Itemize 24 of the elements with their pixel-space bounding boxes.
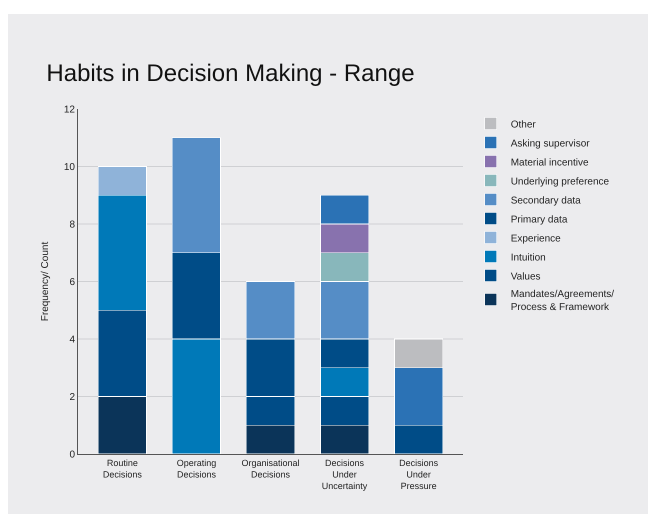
legend-label: Underlying preference bbox=[510, 176, 610, 188]
y-tick-label: 6 bbox=[69, 277, 76, 288]
legend-label: Asking supervisor bbox=[510, 138, 590, 150]
y-axis-title: Frequency/ Count bbox=[40, 242, 51, 322]
legend-label: Intuition bbox=[510, 252, 546, 264]
legend-label: Primary data bbox=[510, 214, 568, 226]
x-tick-label: Organisational Decisions bbox=[241, 458, 300, 480]
legend-label: Values bbox=[510, 271, 541, 282]
y-tick-label: 8 bbox=[69, 220, 76, 230]
chart-title: Habits in Decision Making - Range bbox=[46, 60, 415, 87]
y-tick-label: 10 bbox=[64, 162, 76, 173]
x-tick-label: Decisions Under Uncertainty bbox=[322, 458, 368, 492]
y-tick-label: 2 bbox=[69, 392, 76, 403]
legend-label: Secondary data bbox=[510, 195, 582, 206]
y-tick-label: 12 bbox=[64, 104, 76, 116]
x-tick-label: Decisions Under Pressure bbox=[399, 458, 439, 492]
legend-label: Other bbox=[510, 119, 536, 130]
legend-label: Material incentive bbox=[510, 157, 589, 168]
y-tick-label: 4 bbox=[69, 334, 76, 346]
legend-label: Mandates/Agreements/ Process & Framework bbox=[510, 288, 614, 313]
y-tick-label: 0 bbox=[69, 450, 76, 460]
x-tick-label: Operating Decisions bbox=[176, 458, 216, 480]
x-tick-label: Routine Decisions bbox=[102, 458, 142, 480]
legend-label: Experience bbox=[510, 233, 562, 244]
